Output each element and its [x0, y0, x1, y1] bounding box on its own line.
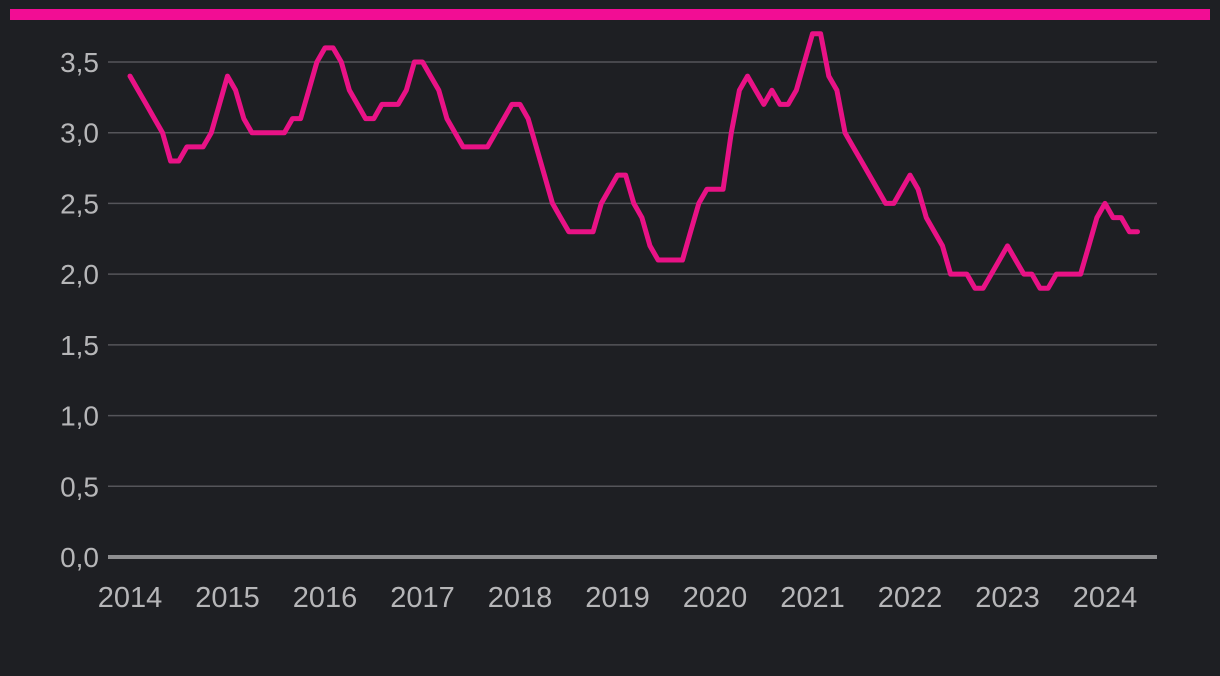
x-tick-label: 2023	[975, 582, 1040, 614]
data-line	[127, 31, 1140, 291]
x-tick-label: 2020	[683, 582, 748, 614]
y-tick-label: 3,5	[60, 47, 99, 78]
x-tick-label: 2015	[195, 582, 260, 614]
x-tick-label: 2016	[293, 582, 358, 614]
x-tick-label: 2021	[780, 582, 845, 614]
y-tick-label: 2,0	[60, 259, 99, 290]
y-tick-label: 3,0	[60, 118, 99, 149]
x-tick-label: 2024	[1073, 582, 1138, 614]
accent-top-bar	[10, 9, 1210, 20]
x-tick-label: 2014	[98, 582, 163, 614]
x-tick-label: 2017	[390, 582, 455, 614]
y-tick-label: 0,0	[60, 542, 99, 573]
y-tick-label: 1,0	[60, 401, 99, 432]
y-tick-label: 2,5	[60, 188, 99, 219]
x-tick-label: 2018	[488, 582, 553, 614]
x-tick-label: 2019	[585, 582, 650, 614]
y-tick-label: 0,5	[60, 471, 99, 502]
x-tick-label: 2022	[878, 582, 943, 614]
y-tick-label: 1,5	[60, 330, 99, 361]
